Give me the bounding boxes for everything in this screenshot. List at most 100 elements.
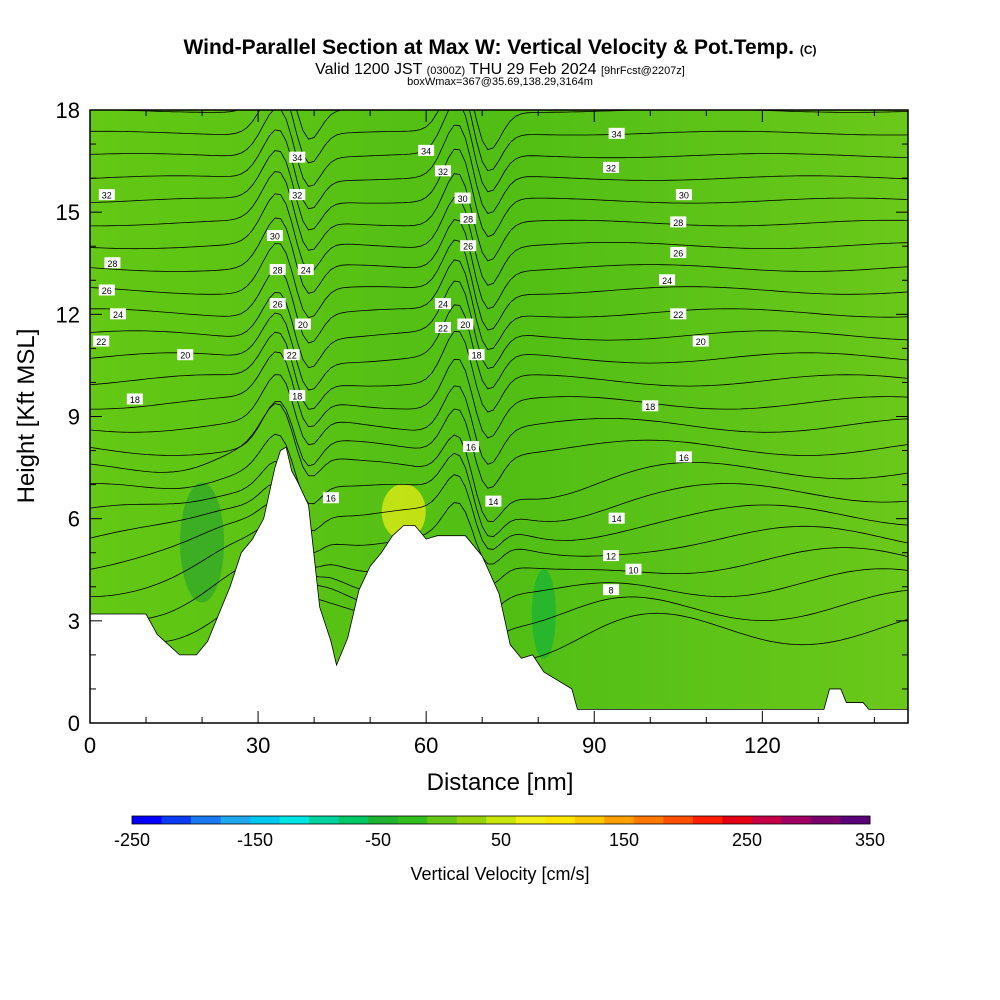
x-tick-label: 60	[414, 733, 438, 758]
theta-label-bg	[460, 212, 477, 224]
theta-contour	[90, 351, 908, 439]
theta-label-text: 8	[609, 586, 614, 596]
chart-subtitle: Valid 1200 JST (0300Z) THU 29 Feb 2024 […	[315, 61, 685, 78]
theta-label-bg	[692, 335, 709, 347]
theta-label-text: 28	[273, 266, 283, 276]
theta-label-bg	[177, 349, 194, 361]
theta-label: 30	[454, 192, 471, 204]
theta-label: 8	[603, 584, 620, 596]
colorbar-swatch	[338, 816, 369, 824]
theta-label: 18	[289, 390, 306, 402]
theta-label: 32	[289, 189, 306, 201]
colorbar-swatch	[368, 816, 399, 824]
theta-label: 28	[670, 216, 687, 228]
theta-label-text: 26	[273, 300, 283, 310]
theta-label-text: 28	[673, 218, 683, 228]
theta-label-text: 22	[96, 337, 106, 347]
theta-label: 32	[603, 161, 620, 173]
x-tick-label: 90	[582, 733, 606, 758]
theta-label-text: 26	[673, 249, 683, 259]
theta-label-bg	[485, 495, 502, 507]
colorbar-swatch	[692, 816, 723, 824]
theta-label: 16	[462, 441, 479, 453]
colorbar-swatch	[810, 816, 841, 824]
theta-label: 28	[269, 264, 286, 276]
theta-label: 30	[266, 230, 283, 242]
theta-label-text: 28	[107, 259, 117, 269]
colorbar-swatch	[191, 816, 222, 824]
x-tick-label: 30	[246, 733, 270, 758]
theta-label: 10	[625, 563, 642, 575]
y-tick-label: 3	[68, 609, 80, 634]
theta-label-text: 24	[438, 300, 448, 310]
theta-label-bg	[608, 512, 625, 524]
theta-label-bg	[266, 230, 283, 242]
theta-label-text: 20	[460, 320, 470, 330]
colorbar-swatch	[545, 816, 576, 824]
theta-label-text: 30	[679, 191, 689, 201]
theta-label-text: 12	[606, 552, 616, 562]
theta-label-text: 30	[270, 232, 280, 242]
theta-label: 32	[98, 189, 115, 201]
colorbar-tick-label: -250	[114, 830, 150, 850]
colorbar-tick-label: 350	[855, 830, 885, 850]
y-tick-label: 18	[56, 98, 80, 123]
theta-label-bg	[418, 144, 435, 156]
colorbar-tick-label: 50	[491, 830, 511, 850]
theta-contour	[90, 171, 908, 262]
colorbar-swatch	[309, 816, 340, 824]
theta-contour	[90, 460, 908, 550]
theta-contour	[90, 433, 908, 538]
colorbar-swatch	[486, 816, 517, 824]
y-tick-label: 0	[68, 711, 80, 736]
colorbar-tick-label: 150	[609, 830, 639, 850]
theta-contour	[90, 403, 908, 522]
colorbar-tick-label: -150	[237, 830, 273, 850]
theta-label-bg	[434, 321, 451, 333]
colorbar-swatch	[161, 816, 192, 824]
theta-label: 26	[670, 247, 687, 259]
theta-label: 16	[322, 492, 339, 504]
theta-label-bg	[93, 335, 110, 347]
theta-label-bg	[608, 127, 625, 139]
theta-label-bg	[642, 400, 659, 412]
theta-contour	[90, 148, 908, 238]
theta-label: 20	[177, 349, 194, 361]
theta-label: 26	[98, 284, 115, 296]
theta-label: 30	[675, 189, 692, 201]
theta-label-text: 18	[292, 392, 302, 402]
colorbar-swatch	[574, 816, 605, 824]
y-tick-label: 6	[68, 507, 80, 532]
theta-label-text: 18	[130, 395, 140, 405]
theta-label: 20	[294, 318, 311, 330]
theta-label-bg	[454, 192, 471, 204]
theta-contour	[90, 110, 908, 193]
theta-label-text: 22	[287, 351, 297, 361]
theta-label-text: 34	[292, 153, 302, 163]
theta-contour	[90, 304, 908, 391]
theta-label-bg	[269, 298, 286, 310]
theta-label-text: 14	[612, 514, 622, 524]
plot-area: 34 32 30 28 24 26 20 22 18 34 32 30 28 26 24 22 20 18 16 16…	[90, 110, 908, 723]
colorbar-swatch	[456, 816, 487, 824]
theta-contour	[90, 239, 908, 331]
chart-subtitle-2: boxWmax=367@35.69,138.29,3164m	[407, 76, 593, 88]
theta-label-text: 24	[662, 276, 672, 286]
colorbar-swatch	[633, 816, 664, 824]
theta-label: 20	[457, 318, 474, 330]
x-tick-label: 0	[84, 733, 96, 758]
theta-label-bg	[98, 189, 115, 201]
theta-label-text: 22	[438, 323, 448, 333]
theta-label-text: 32	[438, 167, 448, 177]
theta-label-bg	[98, 284, 115, 296]
theta-label-text: 24	[113, 310, 123, 320]
y-tick-label: 12	[56, 302, 80, 327]
theta-label: 22	[283, 349, 300, 361]
theta-label-bg	[322, 492, 339, 504]
theta-label-bg	[675, 451, 692, 463]
theta-label-text: 24	[301, 266, 311, 276]
theta-label-text: 22	[673, 310, 683, 320]
theta-label-bg	[269, 264, 286, 276]
theta-label-text: 30	[458, 194, 468, 204]
colorbar: -250 -150 -50 50 150 250 350	[114, 815, 885, 850]
